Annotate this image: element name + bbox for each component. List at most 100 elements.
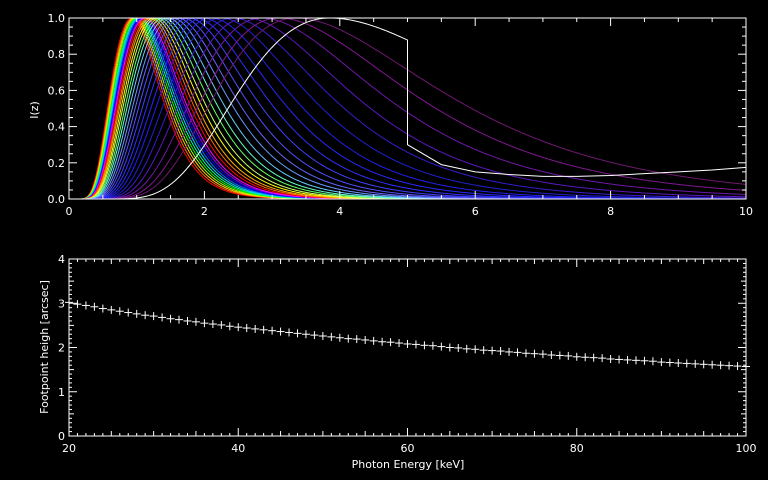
data-point [454, 343, 463, 352]
data-point [462, 344, 471, 353]
data-point [141, 311, 150, 320]
data-point [200, 319, 209, 328]
data-point [208, 320, 217, 329]
top-xtick-label: 0 [66, 205, 73, 218]
data-point [65, 298, 73, 307]
data-point [166, 314, 175, 323]
top-ticks: 0 2 4 6 8 10 0.0 0.2 0.4 0.6 0.8 1.0 [48, 12, 754, 218]
curve-27 [69, 17, 747, 200]
data-point [437, 342, 446, 351]
data-point [581, 353, 590, 362]
bottom-xtick-label: 20 [62, 442, 76, 455]
data-point [428, 341, 437, 350]
bottom-ticks: 20 40 60 80 100 0 1 2 3 4 [58, 253, 757, 455]
bottom-ytick-label: 4 [58, 253, 65, 266]
data-point [479, 346, 488, 355]
top-ytick-label: 1.0 [48, 12, 66, 25]
data-point [268, 326, 277, 335]
data-point [115, 307, 124, 316]
data-point [648, 357, 657, 366]
top-xtick-label: 2 [201, 205, 208, 218]
data-point [285, 328, 294, 337]
data-point [301, 330, 310, 339]
bottom-xtick-label: 40 [231, 442, 245, 455]
data-point [742, 362, 750, 371]
data-point [631, 356, 640, 365]
data-point [733, 362, 742, 371]
bottom-ytick-label: 0 [58, 430, 65, 443]
data-point [361, 335, 370, 344]
data-point [242, 324, 251, 333]
data-point [555, 351, 564, 360]
data-point [411, 340, 420, 349]
data-point [445, 343, 454, 352]
data-point [378, 337, 387, 346]
data-point [318, 331, 327, 340]
top-ytick-label: 0.2 [48, 157, 66, 170]
data-point [538, 350, 547, 359]
data-point [395, 339, 404, 348]
top-xtick-label: 6 [472, 205, 479, 218]
data-point [251, 324, 260, 333]
data-point [90, 302, 99, 311]
data-point [293, 329, 302, 338]
data-point [369, 336, 378, 345]
top-xtick-label: 8 [607, 205, 614, 218]
bottom-xlabel: Photon Energy [keV] [352, 458, 465, 471]
data-point [259, 325, 268, 334]
data-point [657, 358, 666, 367]
data-point [310, 331, 319, 340]
top-ytick-label: 0.0 [48, 193, 66, 206]
data-point [640, 356, 649, 365]
data-point [217, 320, 226, 329]
data-point [589, 353, 598, 362]
top-ytick-label: 0.6 [48, 84, 66, 97]
data-point [107, 305, 116, 314]
data-point [623, 355, 632, 364]
top-ylabel: I(z) [28, 101, 41, 119]
data-point [81, 301, 90, 310]
data-point [420, 341, 429, 350]
data-point [708, 360, 717, 369]
top-xtick-label: 10 [739, 205, 753, 218]
data-point [335, 333, 344, 342]
data-point [572, 352, 581, 361]
data-point [496, 347, 505, 356]
data-point [691, 359, 700, 368]
top-xtick-label: 4 [336, 205, 343, 218]
data-point [352, 335, 361, 344]
data-point [386, 338, 395, 347]
curve-28 [69, 17, 747, 200]
data-point [73, 300, 82, 309]
bottom-markers [65, 298, 750, 371]
bottom-xtick-label: 80 [570, 442, 584, 455]
data-point [598, 354, 607, 363]
bottom-ytick-label: 2 [58, 342, 65, 355]
data-point [615, 355, 624, 364]
data-point [521, 349, 530, 358]
bottom-ytick-label: 1 [58, 386, 65, 399]
bottom-xtick-label: 60 [401, 442, 415, 455]
data-point [547, 351, 556, 360]
data-point [327, 332, 336, 341]
data-point [665, 358, 674, 367]
data-point [276, 327, 285, 336]
bottom-xtick-label: 100 [736, 442, 757, 455]
top-ytick-label: 0.8 [48, 48, 66, 61]
data-point [505, 347, 514, 356]
data-point [513, 348, 522, 357]
bottom-panel: 20 40 60 80 100 0 1 2 3 4 Photon Energy [keV] Foo… [38, 253, 757, 471]
data-point [149, 312, 158, 321]
top-panel: 0 2 4 6 8 10 0.0 0.2 0.4 0.6 0.8 1.0 I(z) [28, 12, 753, 218]
data-point [191, 317, 200, 326]
data-point [175, 315, 184, 324]
top-ytick-label: 0.4 [48, 121, 66, 134]
data-point [132, 309, 141, 318]
data-point [606, 355, 615, 364]
data-point [158, 313, 167, 322]
data-point [716, 361, 725, 370]
curve-26 [69, 17, 747, 200]
data-point [124, 308, 133, 317]
